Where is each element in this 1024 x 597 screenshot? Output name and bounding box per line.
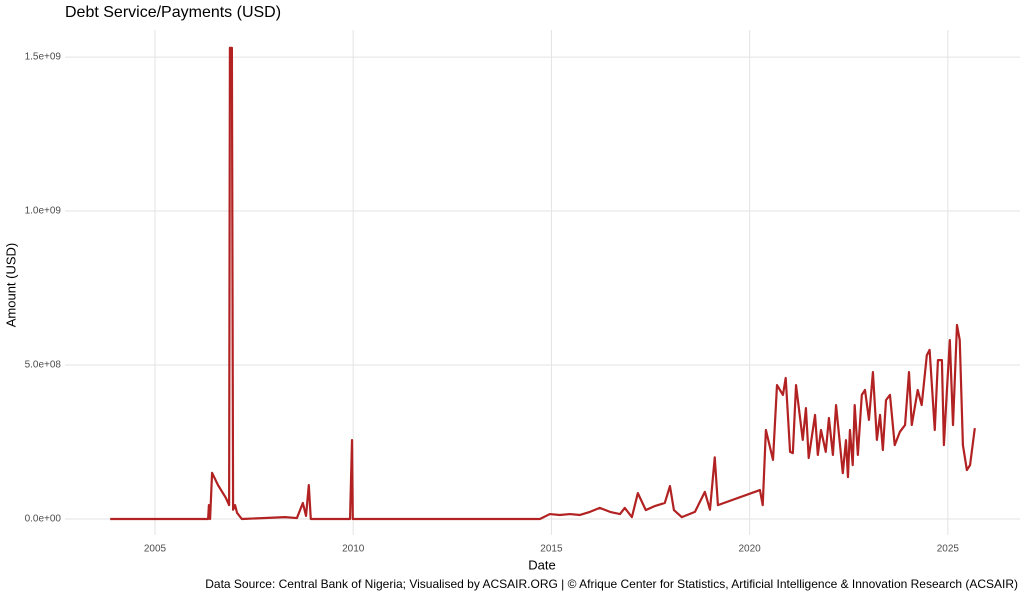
- y-tick-label: 1.0e+09: [25, 206, 62, 217]
- x-tick-label: 2025: [937, 544, 960, 555]
- x-tick-label: 2020: [739, 544, 762, 555]
- x-tick-label: 2015: [540, 544, 563, 555]
- y-axis-title: Amount (USD): [3, 243, 18, 328]
- chart-title: Debt Service/Payments (USD): [65, 4, 281, 21]
- x-axis-title: Date: [528, 557, 555, 572]
- x-tick-label: 2005: [144, 544, 167, 555]
- x-tick-label: 2010: [342, 544, 365, 555]
- y-tick-label: 5.0e+08: [25, 360, 62, 371]
- data-line: [110, 46, 976, 521]
- caption: Data Source: Central Bank of Nigeria; Vi…: [205, 577, 1018, 591]
- y-tick-label: 0.0e+00: [25, 514, 62, 525]
- y-tick-label: 1.5e+09: [25, 52, 62, 63]
